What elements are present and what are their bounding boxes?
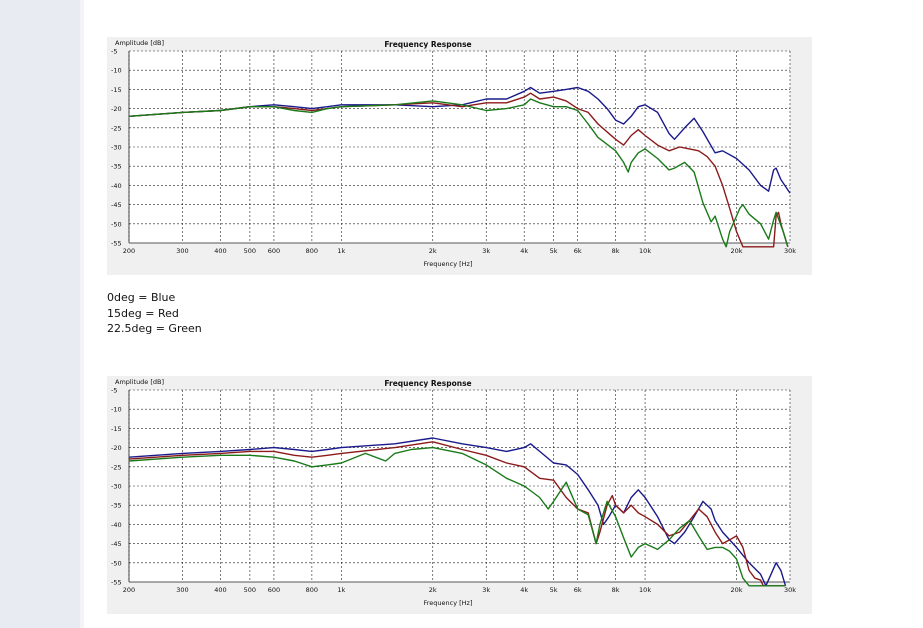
y-tick-label: -50 <box>111 559 122 567</box>
series-line-2 <box>128 98 789 248</box>
x-tick-label: 6k <box>574 586 582 594</box>
left-sidebar-panel <box>0 0 80 628</box>
y-axis-label: Amplitude [dB] <box>115 39 164 47</box>
x-tick-label: 20k <box>730 247 742 255</box>
chart-title: Frequency Response <box>384 40 471 49</box>
x-axis-label: Frequency [Hz] <box>423 599 472 607</box>
legend-line-green: 22.5deg = Green <box>107 322 202 335</box>
y-tick-label: -40 <box>111 521 122 529</box>
series-line-2 <box>128 446 786 587</box>
x-tick-label: 300 <box>176 247 188 255</box>
x-tick-label: 600 <box>268 586 280 594</box>
y-tick-label: -20 <box>111 444 122 452</box>
x-tick-label: 200 <box>123 586 135 594</box>
y-tick-label: -15 <box>111 425 122 433</box>
x-tick-label: 500 <box>244 586 256 594</box>
x-tick-label: 2k <box>429 586 437 594</box>
x-tick-label: 400 <box>214 247 226 255</box>
sidebar-divider <box>80 0 84 628</box>
x-tick-label: 6k <box>574 247 582 255</box>
x-tick-label: 200 <box>123 247 135 255</box>
x-tick-label: 30k <box>784 586 796 594</box>
y-tick-label: -20 <box>111 105 122 113</box>
y-tick-label: -25 <box>111 463 122 471</box>
x-tick-label: 4k <box>520 586 528 594</box>
y-tick-label: -30 <box>111 144 122 152</box>
y-tick-label: -10 <box>111 67 122 75</box>
x-tick-label: 2k <box>429 247 437 255</box>
y-tick-label: -10 <box>111 406 122 414</box>
x-tick-label: 4k <box>520 247 528 255</box>
angle-legend: 0deg = Blue 15deg = Red 22.5deg = Green <box>107 290 202 337</box>
x-tick-label: 800 <box>306 247 318 255</box>
x-tick-label: 3k <box>482 247 490 255</box>
y-tick-label: -40 <box>111 182 122 190</box>
y-tick-label: -35 <box>111 502 122 510</box>
y-tick-label: -30 <box>111 483 122 491</box>
series-line-1 <box>128 441 786 587</box>
x-tick-label: 10k <box>639 247 651 255</box>
x-tick-label: 10k <box>639 586 651 594</box>
x-tick-label: 1k <box>337 247 345 255</box>
x-tick-label: 5k <box>550 247 558 255</box>
x-tick-label: 600 <box>268 247 280 255</box>
series-line-0 <box>128 86 791 194</box>
x-tick-label: 300 <box>176 586 188 594</box>
frequency-response-chart-2: -5 -10 -15 -20 -25 -30 -35 -40 -45 -50 -55 200 300 40… <box>107 376 812 614</box>
legend-line-red: 15deg = Red <box>107 306 179 320</box>
y-tick-label: -35 <box>111 163 122 171</box>
y-tick-label: -55 <box>111 579 122 587</box>
x-tick-label: 30k <box>784 247 796 255</box>
x-tick-label: 8k <box>612 586 620 594</box>
chart-title: Frequency Response <box>384 379 471 388</box>
y-tick-label: -45 <box>111 540 122 548</box>
x-tick-label: 5k <box>550 586 558 594</box>
x-tick-label: 500 <box>244 247 256 255</box>
x-tick-label: 400 <box>214 586 226 594</box>
plot-area <box>129 390 790 582</box>
series-line-0 <box>128 437 787 587</box>
y-tick-label: -5 <box>111 48 117 56</box>
x-axis-label: Frequency [Hz] <box>423 260 472 268</box>
y-tick-label: -5 <box>111 387 117 395</box>
y-tick-label: -15 <box>111 86 122 94</box>
y-tick-label: -55 <box>111 240 122 248</box>
x-tick-label: 3k <box>482 586 490 594</box>
x-tick-label: 20k <box>730 586 742 594</box>
y-tick-label: -25 <box>111 124 122 132</box>
x-tick-label: 8k <box>612 247 620 255</box>
x-tick-label: 1k <box>337 586 345 594</box>
x-tick-label: 800 <box>306 586 318 594</box>
y-tick-label: -50 <box>111 220 122 228</box>
legend-line-blue: 0deg = Blue <box>107 291 176 304</box>
frequency-response-chart-1: -5 -10 -15 -20 -25 -30 -35 -40 -45 -50 -55 200 300 40… <box>107 37 812 275</box>
y-tick-label: -45 <box>111 201 122 209</box>
y-axis-label: Amplitude [dB] <box>115 378 164 386</box>
